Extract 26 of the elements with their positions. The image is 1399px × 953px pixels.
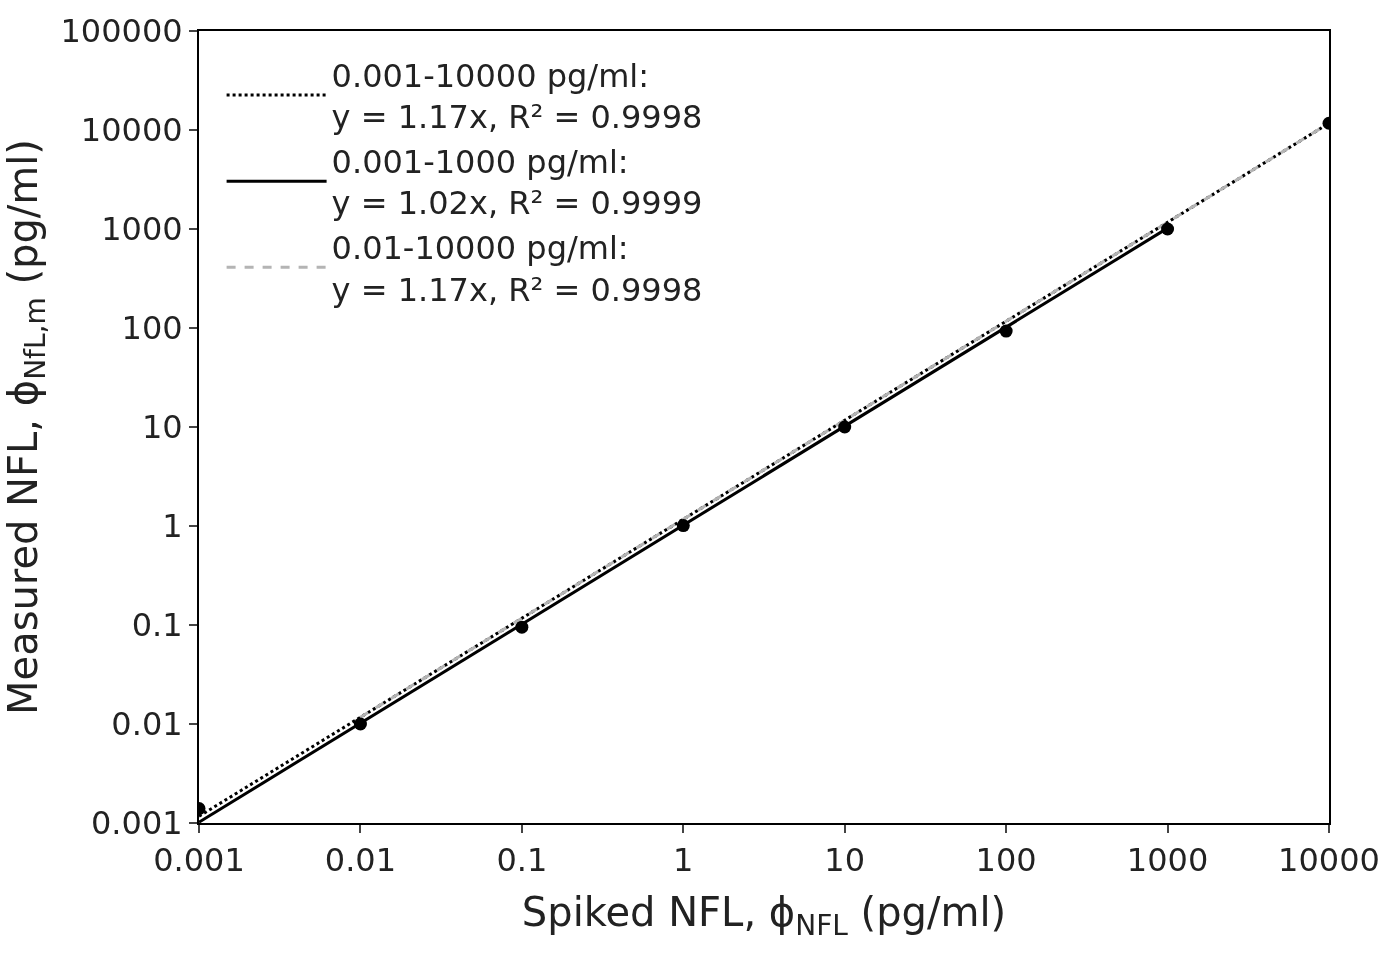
x-tick-label: 0.01 bbox=[324, 841, 397, 880]
y-tick-label: 0.1 bbox=[131, 606, 183, 645]
y-tick-label: 1 bbox=[162, 507, 183, 546]
x-tick-label: 1 bbox=[673, 841, 694, 880]
x-tick-label: 10 bbox=[824, 841, 866, 880]
y-tick-label: 0.01 bbox=[111, 705, 183, 744]
legend-label: 0.001-10000 pg/ml: y = 1.17x, R² = 0.9998 bbox=[331, 56, 703, 137]
x-tick-label: 10000 bbox=[1278, 841, 1380, 880]
point bbox=[353, 717, 367, 731]
y-tick-label: 100000 bbox=[60, 12, 183, 51]
x-tick-label: 1000 bbox=[1126, 841, 1209, 880]
point bbox=[1161, 222, 1175, 236]
point bbox=[838, 420, 852, 434]
point bbox=[999, 324, 1013, 338]
y-tick-label: 10000 bbox=[80, 111, 183, 150]
point bbox=[676, 519, 690, 533]
x-axis-title: Spiked NFL, ϕ$_{NFL}$ (pg/ml) bbox=[521, 889, 1007, 942]
legend-label: 0.001-1000 pg/ml: y = 1.02x, R² = 0.9999 bbox=[331, 142, 703, 223]
x-tick-label: 100 bbox=[975, 841, 1037, 880]
y-tick-label: 0.001 bbox=[90, 804, 183, 843]
legend-label: 0.01-10000 pg/ml: y = 1.17x, R² = 0.9998 bbox=[331, 229, 703, 309]
y-tick-label: 1000 bbox=[101, 210, 183, 249]
y-tick-label: 10 bbox=[141, 408, 183, 447]
x-tick-label: 0.1 bbox=[496, 841, 548, 880]
y-tick-label: 100 bbox=[121, 309, 183, 348]
point bbox=[515, 620, 529, 634]
